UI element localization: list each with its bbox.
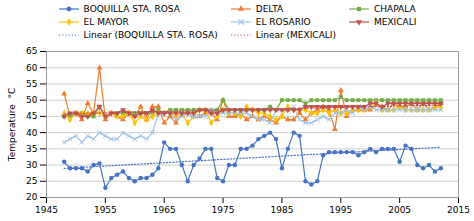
svg-text:1955: 1955 <box>94 205 117 215</box>
svg-text:2005: 2005 <box>388 205 411 215</box>
html-text:DELTA: DELTA <box>255 4 284 14</box>
svg-text:1985: 1985 <box>270 205 293 215</box>
html-text:CHAPALA: CHAPALA <box>374 4 416 14</box>
html-text:Linear (MEXICALI): Linear (MEXICALI) <box>255 30 336 40</box>
svg-text:60: 60 <box>26 63 38 73</box>
svg-text:25: 25 <box>26 176 37 186</box>
svg-text:45: 45 <box>26 111 37 121</box>
svg-text:35: 35 <box>26 144 37 154</box>
html-text:MEXICALI: MEXICALI <box>374 17 417 27</box>
html-text:BOQUILLA STA. ROSA: BOQUILLA STA. ROSA <box>83 4 180 14</box>
svg-text:65: 65 <box>26 46 37 56</box>
svg-text:1975: 1975 <box>212 205 235 215</box>
svg-text:1945: 1945 <box>35 205 58 215</box>
svg-text:2015: 2015 <box>447 205 470 215</box>
html-text:EL ROSARIO: EL ROSARIO <box>255 17 311 27</box>
svg-text:40: 40 <box>26 127 38 137</box>
svg-text:Temperature °C: Temperature °C <box>7 88 17 163</box>
svg-text:50: 50 <box>26 95 38 105</box>
html-text:Linear (BOQUILLA STA. ROSA): Linear (BOQUILLA STA. ROSA) <box>83 30 218 40</box>
svg-text:20: 20 <box>26 192 38 202</box>
svg-text:30: 30 <box>26 160 38 170</box>
svg-text:1965: 1965 <box>153 205 176 215</box>
svg-text:1995: 1995 <box>329 205 352 215</box>
html-text:EL MAYOR: EL MAYOR <box>83 17 129 27</box>
svg-text:55: 55 <box>26 79 37 89</box>
